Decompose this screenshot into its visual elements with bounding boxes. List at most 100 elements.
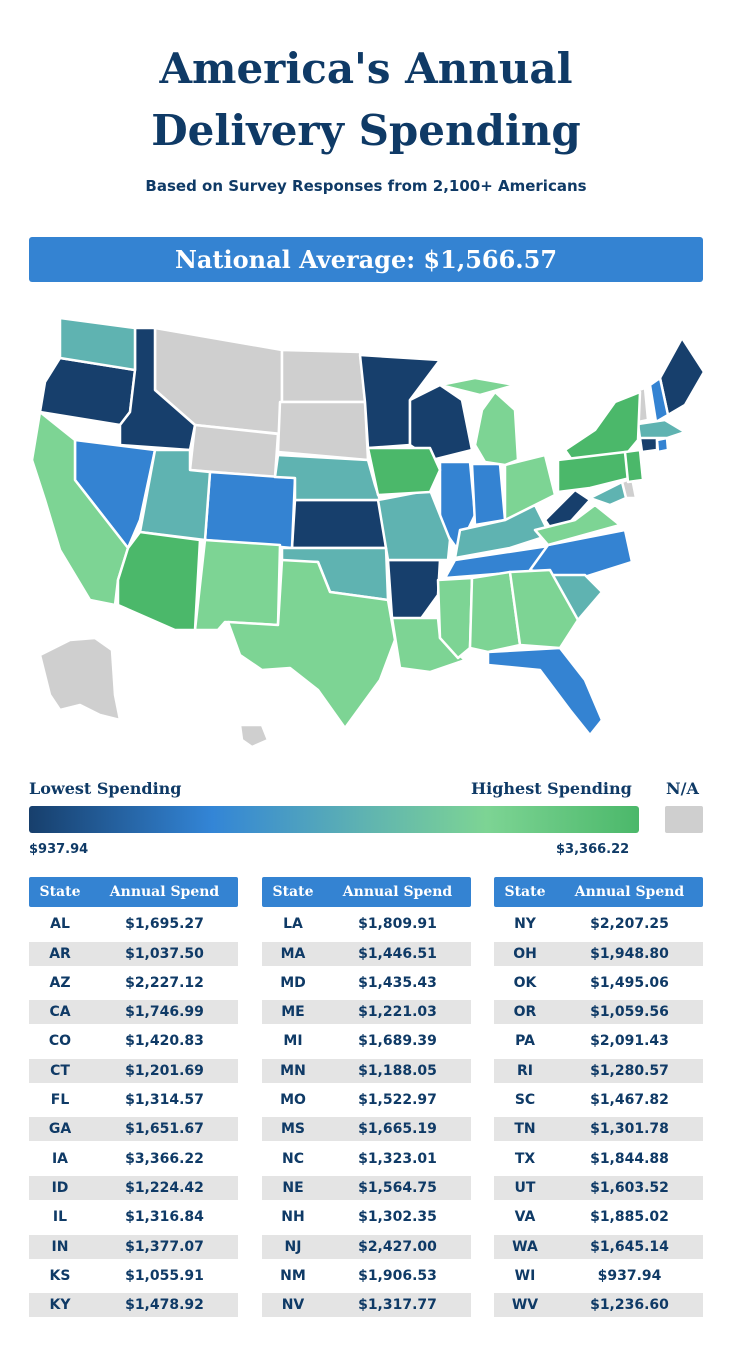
state-WY — [188, 423, 280, 479]
table-row: IA $3,366.22 — [29, 1147, 238, 1171]
table-row: WA $1,645.14 — [494, 1234, 703, 1259]
cell-state: NY — [514, 916, 536, 933]
table-row: OK $1,495.06 — [494, 971, 703, 995]
cell-state: ME — [281, 1004, 305, 1021]
cell-annual-spend: $2,091.43 — [590, 1033, 669, 1050]
state-AR — [386, 558, 442, 622]
cell-state: OH — [513, 945, 537, 962]
cell-annual-spend: $1,037.50 — [125, 945, 204, 962]
table-row: CT $1,201.69 — [29, 1058, 238, 1083]
cell-annual-spend: $1,564.75 — [358, 1179, 437, 1196]
cell-state: LA — [283, 916, 303, 933]
cell-annual-spend: $1,201.69 — [125, 1062, 204, 1079]
cell-annual-spend: $1,314.57 — [125, 1092, 204, 1109]
cell-state: NM — [280, 1267, 306, 1284]
table-row: FL $1,314.57 — [29, 1088, 238, 1112]
cell-annual-spend: $1,645.14 — [590, 1238, 669, 1255]
cell-annual-spend: $1,435.43 — [358, 974, 437, 991]
table-row: NM $1,906.53 — [262, 1264, 471, 1288]
table-row: NC $1,323.01 — [262, 1147, 471, 1171]
cell-state: KS — [49, 1267, 71, 1284]
cell-state: AL — [50, 916, 70, 933]
cell-state: MN — [280, 1062, 306, 1079]
state-LA — [390, 616, 467, 674]
cell-annual-spend: $1,495.06 — [590, 974, 669, 991]
cell-state: IN — [51, 1238, 69, 1255]
table-row: OH $1,948.80 — [494, 941, 703, 966]
table-header: State Annual Spend — [29, 877, 238, 907]
table-row: NJ $2,427.00 — [262, 1234, 471, 1259]
header-state: State — [504, 884, 546, 900]
cell-annual-spend: $1,059.56 — [590, 1004, 669, 1021]
table-row: RI $1,280.57 — [494, 1058, 703, 1083]
legend-gradient — [29, 806, 639, 833]
cell-annual-spend: $1,420.83 — [125, 1033, 204, 1050]
cell-annual-spend: $3,366.22 — [125, 1150, 204, 1167]
table-row: AZ $2,227.12 — [29, 971, 238, 995]
state-NY — [563, 390, 642, 462]
cell-annual-spend: $1,746.99 — [125, 1004, 204, 1021]
table-row: IN $1,377.07 — [29, 1234, 238, 1259]
table-row: CA $1,746.99 — [29, 1000, 238, 1025]
cell-annual-spend: $1,224.42 — [125, 1179, 204, 1196]
cell-state: CA — [49, 1004, 71, 1021]
table-header: State Annual Spend — [262, 877, 471, 907]
table-row: AR $1,037.50 — [29, 941, 238, 966]
cell-state: MS — [280, 1121, 305, 1138]
cell-annual-spend: $2,427.00 — [358, 1238, 437, 1255]
state-GA — [508, 568, 580, 650]
state-KS — [290, 498, 388, 550]
cell-state: WI — [514, 1267, 536, 1284]
cell-state: WV — [511, 1297, 539, 1314]
cell-annual-spend: $1,948.80 — [590, 945, 669, 962]
legend-lowest-label: Lowest Spending — [29, 779, 182, 798]
cell-state: AZ — [49, 974, 71, 991]
state-NJ — [623, 448, 645, 484]
cell-annual-spend: $1,906.53 — [358, 1267, 437, 1284]
cell-state: UT — [514, 1179, 536, 1196]
state-MA — [636, 418, 687, 440]
cell-annual-spend: $1,689.39 — [358, 1033, 437, 1050]
header-state: State — [39, 884, 81, 900]
state-NH — [648, 376, 670, 424]
table-row: NE $1,564.75 — [262, 1175, 471, 1200]
cell-state: PA — [515, 1033, 535, 1050]
cell-annual-spend: $1,478.92 — [125, 1297, 204, 1314]
subtitle: Based on Survey Responses from 2,100+ Am… — [145, 177, 587, 195]
cell-state: AR — [49, 945, 71, 962]
table-row: PA $2,091.43 — [494, 1029, 703, 1053]
legend-max-value: $3,366.22 — [556, 842, 630, 857]
state-AK — [38, 636, 122, 722]
cell-state: KY — [49, 1297, 71, 1314]
cell-state: NH — [281, 1209, 305, 1226]
state-MI — [473, 390, 520, 467]
cell-annual-spend: $1,603.52 — [590, 1179, 669, 1196]
cell-annual-spend: $1,316.84 — [125, 1209, 204, 1226]
cell-state: GA — [48, 1121, 72, 1138]
cell-annual-spend: $1,377.07 — [125, 1238, 204, 1255]
table-row: KY $1,478.92 — [29, 1293, 238, 1318]
table-row: MS $1,665.19 — [262, 1117, 471, 1142]
cell-state: MA — [280, 945, 306, 962]
table-row: NH $1,302.35 — [262, 1205, 471, 1229]
state-HI — [238, 723, 270, 749]
cell-state: FL — [50, 1092, 70, 1109]
cell-state: ID — [51, 1179, 69, 1196]
cell-annual-spend: $937.94 — [597, 1267, 662, 1284]
cell-state: MO — [280, 1092, 306, 1109]
legend-na-swatch — [665, 806, 703, 833]
table-row: ME $1,221.03 — [262, 1000, 471, 1025]
state-TX — [226, 558, 397, 730]
table-row: MN $1,188.05 — [262, 1058, 471, 1083]
state-OH — [503, 453, 557, 522]
cell-state: OK — [513, 974, 537, 991]
cell-state: IL — [52, 1209, 68, 1226]
state-WA — [58, 316, 137, 372]
table-row: OR $1,059.56 — [494, 1000, 703, 1025]
cell-annual-spend: $1,467.82 — [590, 1092, 669, 1109]
state-IN — [470, 462, 507, 527]
cell-state: VA — [514, 1209, 536, 1226]
table-row: WI $937.94 — [494, 1264, 703, 1288]
state-MS — [436, 576, 474, 660]
table-row: SC $1,467.82 — [494, 1088, 703, 1112]
